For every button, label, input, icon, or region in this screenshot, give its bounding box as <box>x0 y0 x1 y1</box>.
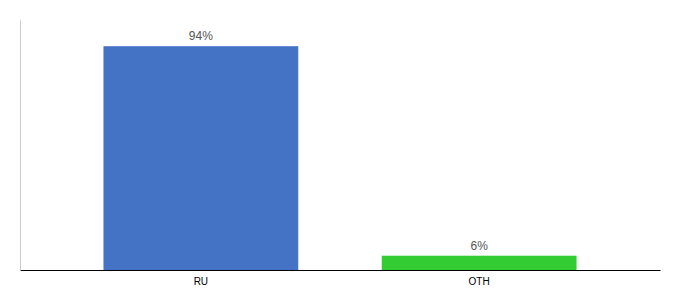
bar <box>382 256 577 270</box>
x-tick: RU <box>194 276 208 287</box>
x-tick: OTH <box>469 276 490 287</box>
bar <box>103 46 298 270</box>
plot-area: RU OTH 94% 6% <box>21 21 661 288</box>
bars <box>103 46 576 270</box>
x-axis: RU OTH <box>21 271 661 288</box>
x-tick-label: OTH <box>469 276 490 287</box>
chart-container: RU OTH 94% 6% <box>0 0 680 300</box>
x-axis-line <box>21 270 661 271</box>
x-tick-label: RU <box>194 276 208 287</box>
data-label: 94% <box>189 29 213 43</box>
y-axis <box>20 21 21 271</box>
data-labels: 94% 6% <box>189 29 488 253</box>
data-label: 6% <box>470 239 488 253</box>
chart-svg: RU OTH 94% 6% <box>0 0 680 300</box>
y-axis-line <box>20 21 21 271</box>
